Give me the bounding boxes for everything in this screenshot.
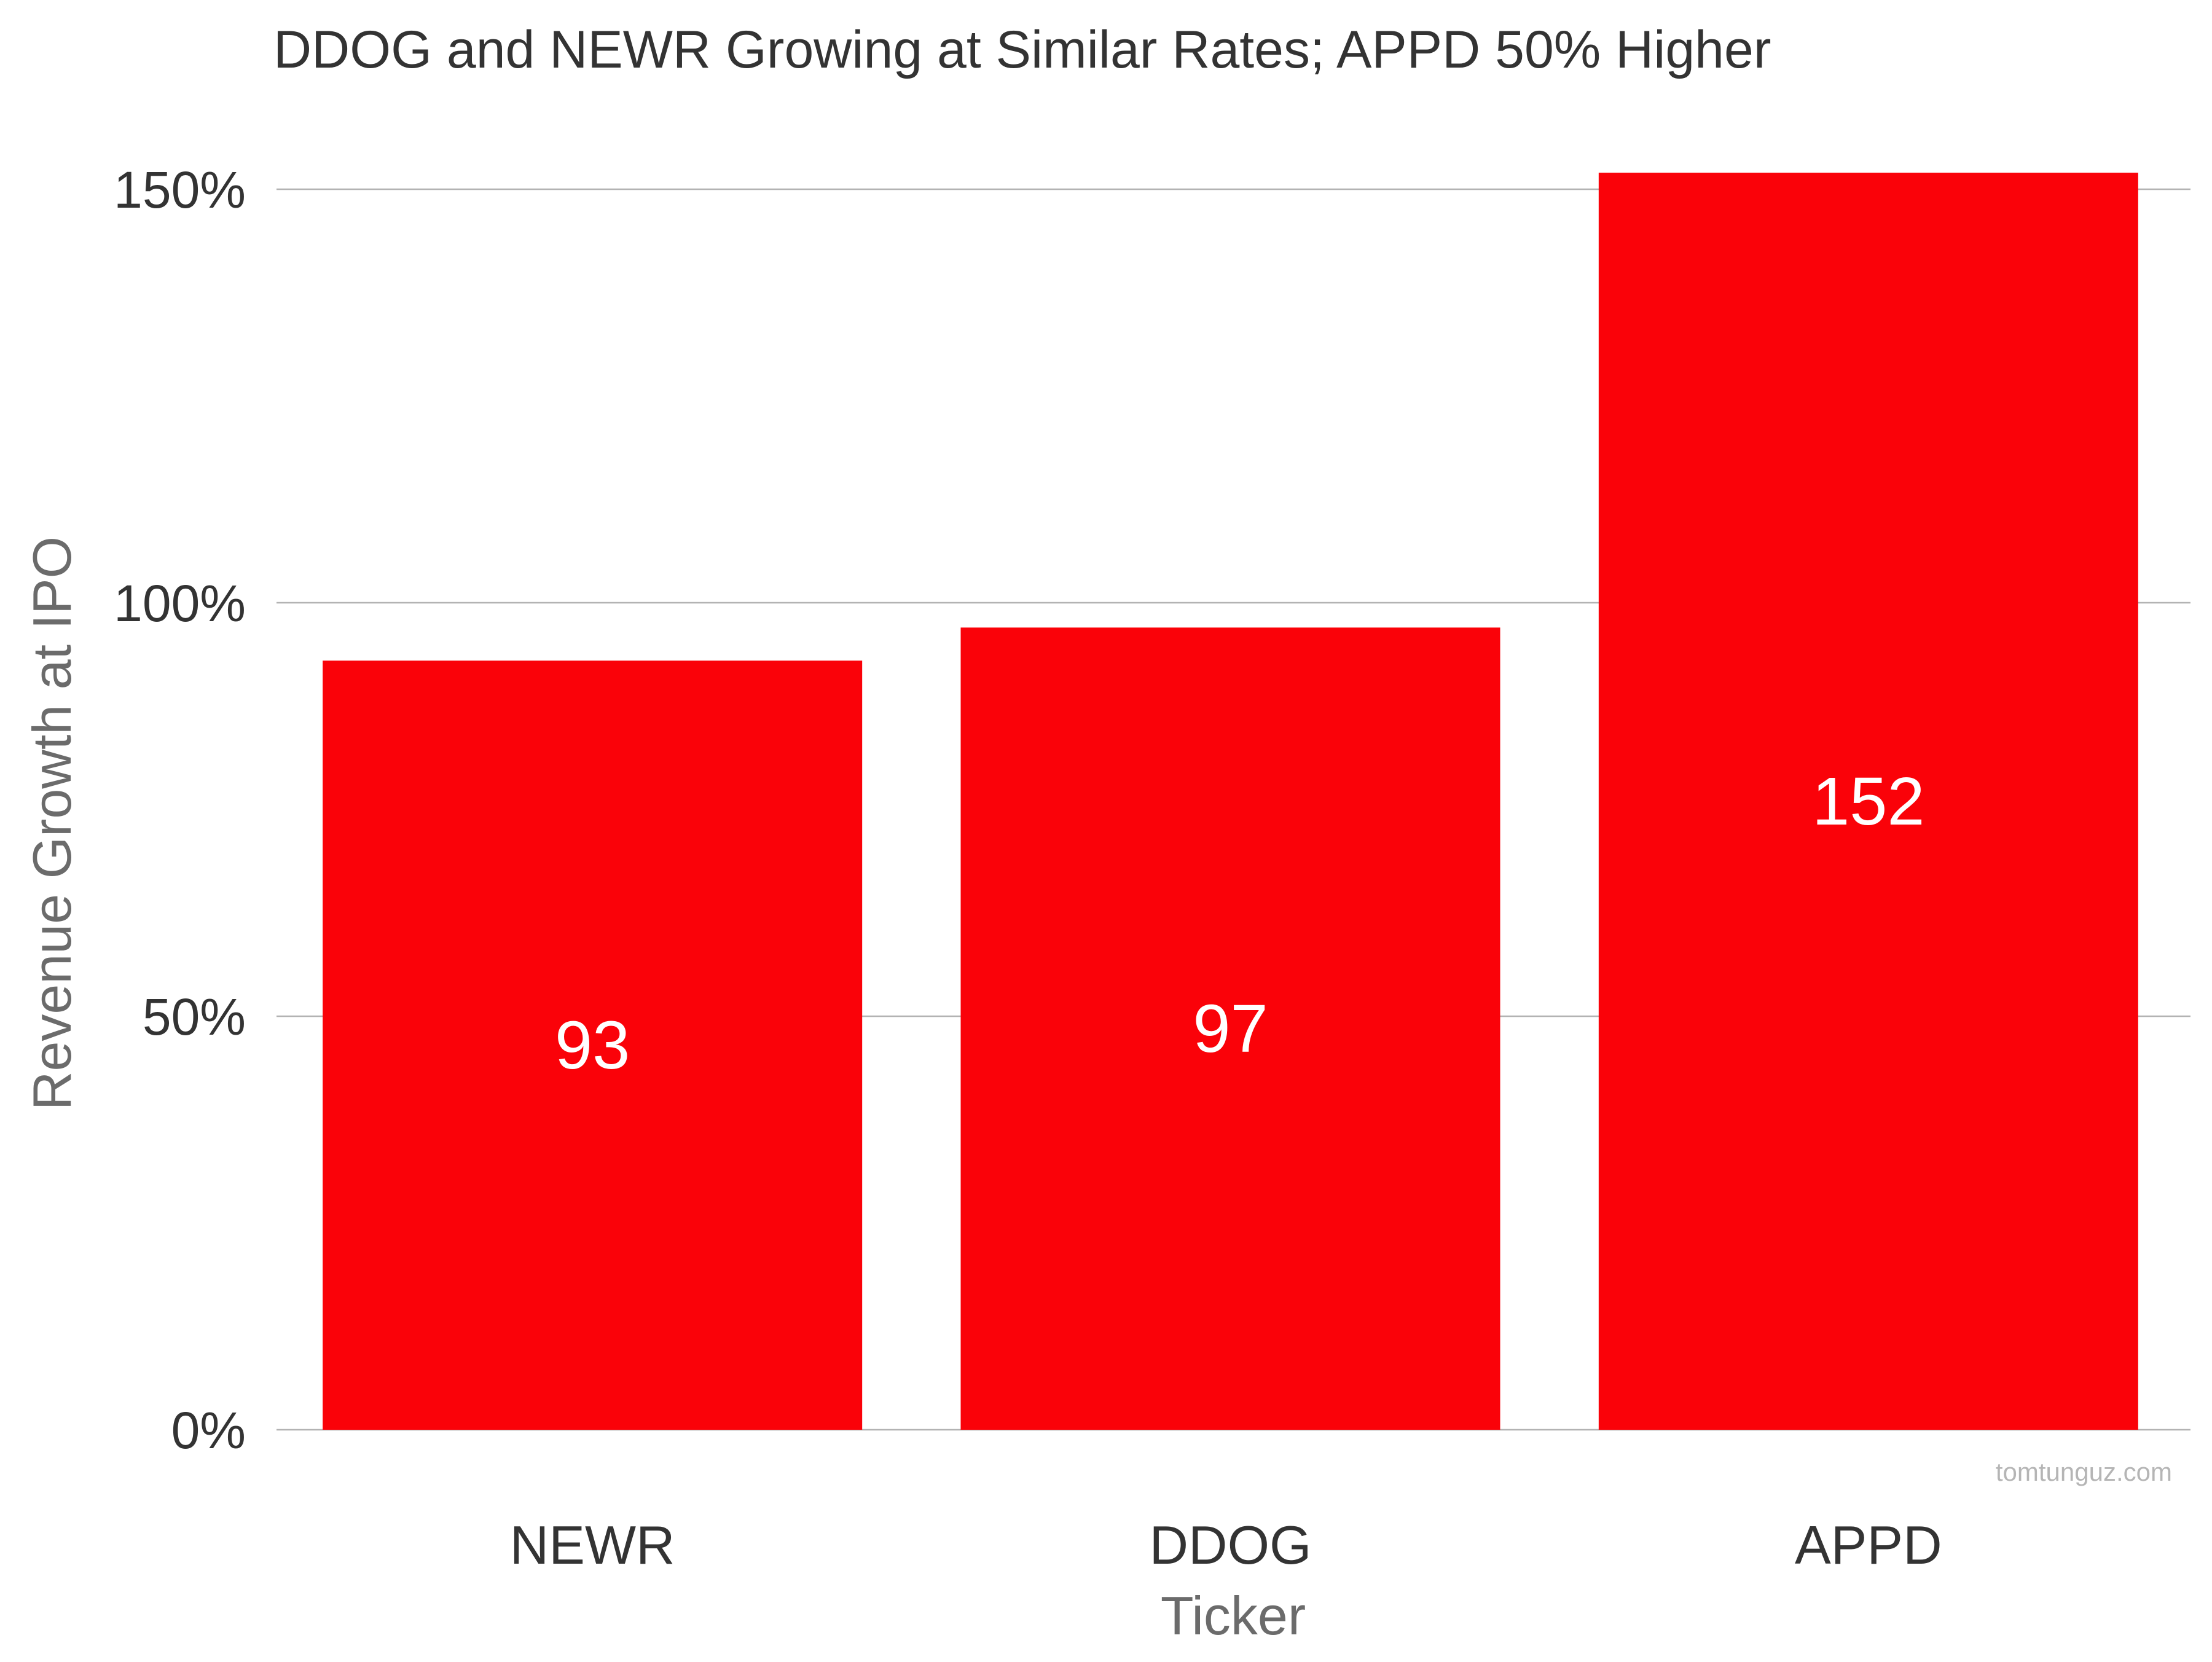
bar-ddog xyxy=(960,627,1500,1430)
bar-newr xyxy=(323,660,863,1430)
bar-value-labels: 93 97 152 xyxy=(555,764,1925,1083)
x-tick-label: NEWR xyxy=(510,1515,675,1575)
chart-title: DDOG and NEWR Growing at Similar Rates; … xyxy=(273,20,1771,79)
y-axis-label: Revenue Growth at IPO xyxy=(22,536,82,1110)
x-tick-label: DDOG xyxy=(1150,1515,1312,1575)
bars xyxy=(323,173,2138,1430)
x-axis-ticks: NEWR DDOG APPD xyxy=(510,1515,1942,1575)
x-tick-label: APPD xyxy=(1795,1515,1942,1575)
y-tick-label: 50% xyxy=(143,988,246,1046)
x-axis-label: Ticker xyxy=(1161,1585,1306,1646)
bar-value-label: 97 xyxy=(1193,991,1268,1067)
bar-value-label: 152 xyxy=(1812,764,1925,839)
y-tick-label: 0% xyxy=(171,1401,246,1459)
y-tick-label: 150% xyxy=(114,161,246,219)
bar-appd xyxy=(1598,173,2138,1430)
watermark-text: tomtunguz.com xyxy=(1996,1457,2172,1486)
y-axis-ticks: 0% 50% 100% 150% xyxy=(114,161,246,1459)
bar-value-label: 93 xyxy=(555,1008,630,1083)
y-tick-label: 100% xyxy=(114,574,246,632)
